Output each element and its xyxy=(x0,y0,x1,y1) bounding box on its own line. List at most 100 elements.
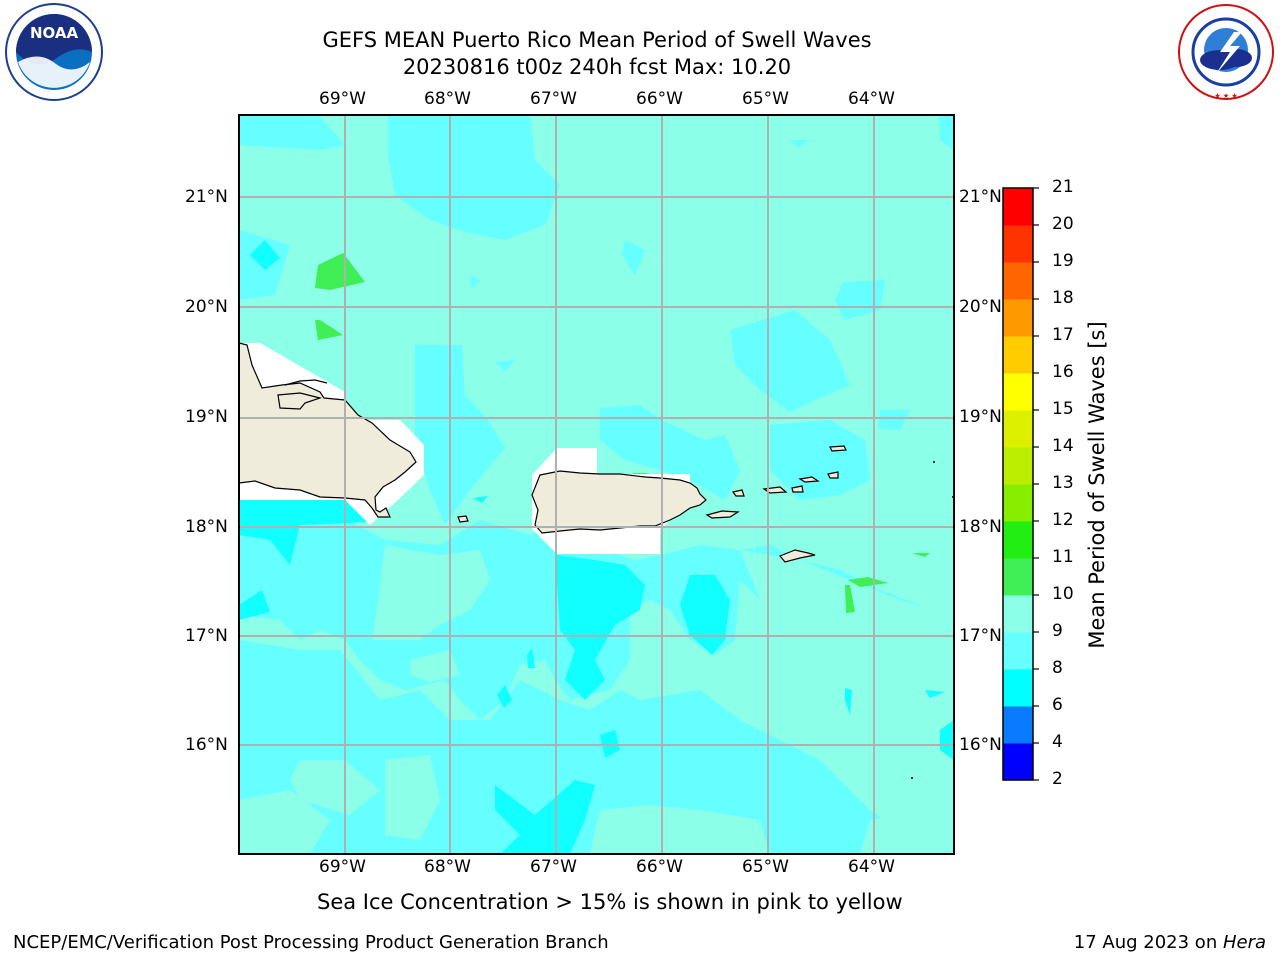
swell-zone-8-9s xyxy=(770,420,870,500)
hispaniola-coast-detail xyxy=(277,392,323,410)
colorbar-tick-label: 13 xyxy=(1052,473,1074,493)
lat-label-right: 20°N xyxy=(959,297,1002,317)
small-island xyxy=(457,515,469,523)
colorbar-tick-marks xyxy=(1033,187,1039,781)
swell-zone-9-10s xyxy=(410,650,460,682)
swell-zone-9-10s xyxy=(372,545,490,640)
lon-label-bottom: 64°W xyxy=(848,857,895,877)
lat-label-left: 17°N xyxy=(185,626,228,646)
lon-label-top: 66°W xyxy=(636,89,683,109)
lon-label-bottom: 69°W xyxy=(319,857,366,877)
lat-label-right: 19°N xyxy=(959,407,1002,427)
colorbar-swatches xyxy=(1003,188,1033,781)
noaa-logo: NOAA xyxy=(5,3,103,101)
colorbar-swatch xyxy=(1003,706,1033,744)
virgin-island xyxy=(798,476,820,483)
lat-label-right: 17°N xyxy=(959,626,1002,646)
lat-label-left: 19°N xyxy=(185,407,228,427)
swell-zone-9-10s xyxy=(290,760,380,815)
colorbar-swatch xyxy=(1003,595,1033,633)
swell-zone-8-9s xyxy=(878,410,910,430)
colorbar-swatch xyxy=(1003,410,1033,448)
swell-zone-10-11s xyxy=(912,553,930,557)
lon-label-top: 68°W xyxy=(424,89,471,109)
swell-zone-6-8s xyxy=(527,648,535,668)
swell-zone-6-8s xyxy=(473,496,488,503)
colorbar-swatch xyxy=(1003,373,1033,411)
hispaniola-land xyxy=(239,342,417,518)
nws-logo: ★ ★ ★ xyxy=(1178,4,1274,100)
colorbar-title: Mean Period of Swell Waves [s] xyxy=(1085,321,1109,649)
hispaniola-coast-detail xyxy=(284,379,328,386)
sea-ice-note: Sea Ice Concentration > 15% is shown in … xyxy=(317,890,903,914)
colorbar-tick-label: 6 xyxy=(1052,695,1063,715)
generation-date-text: 17 Aug 2023 on xyxy=(1073,932,1223,953)
swell-zone-6-8s xyxy=(250,240,280,270)
colorbar-swatch xyxy=(1003,188,1033,226)
swell-zone-9-10s xyxy=(740,550,954,800)
small-island-dot xyxy=(911,777,913,779)
swell-zone-8-9s xyxy=(415,345,505,525)
lon-label-bottom: 67°W xyxy=(530,857,577,877)
swell-zone-9-10s xyxy=(590,805,770,854)
colorbar-swatch xyxy=(1003,299,1033,337)
swell-zone-6-8s xyxy=(925,690,945,698)
colorbar-tick-label: 9 xyxy=(1052,621,1063,641)
map-frame xyxy=(238,114,955,855)
swell-zone-6-8s xyxy=(239,500,370,565)
colorbar-tick-label: 2 xyxy=(1052,769,1063,789)
swell-zone-8-9s xyxy=(790,140,808,148)
lon-label-bottom: 65°W xyxy=(742,857,789,877)
swell-zone-10-11s xyxy=(848,577,888,587)
swell-zone-8-9s xyxy=(470,275,480,290)
colorbar-tick-label: 20 xyxy=(1052,214,1074,234)
colorbar-tick-label: 21 xyxy=(1052,177,1074,197)
colorbar-swatch xyxy=(1003,225,1033,263)
generation-machine: Hera xyxy=(1222,932,1266,953)
colorbar-tick-label: 11 xyxy=(1052,547,1074,567)
small-island-dot xyxy=(933,461,935,463)
swell-zone-10-11s xyxy=(315,320,343,340)
swell-zone-8-9s xyxy=(835,280,885,320)
swell-zone-9-10s xyxy=(860,805,954,854)
colorbar-tick-label: 19 xyxy=(1052,251,1074,271)
colorbar-swatch xyxy=(1003,632,1033,670)
virgin-island xyxy=(791,485,804,493)
swell-zone-6-8s xyxy=(845,688,852,715)
lon-label-bottom: 68°W xyxy=(424,857,471,877)
colorbar-swatch xyxy=(1003,558,1033,596)
colorbar-swatch xyxy=(1003,743,1033,781)
svg-text:★ ★ ★: ★ ★ ★ xyxy=(1214,92,1237,100)
swell-zone-8-9s xyxy=(622,240,645,275)
swell-zone-10-11s xyxy=(845,585,855,613)
swell-zone-8-9s xyxy=(388,115,560,240)
swell-zone-6-8s xyxy=(497,685,512,708)
lon-label-top: 69°W xyxy=(319,89,366,109)
swell-zone-10-11s xyxy=(315,253,365,290)
producer-credit: NCEP/EMC/Verification Post Processing Pr… xyxy=(13,932,609,953)
colorbar-tick-label: 4 xyxy=(1052,732,1063,752)
generation-date: 17 Aug 2023 on Hera xyxy=(1074,932,1266,953)
colorbar-tick-label: 17 xyxy=(1052,325,1074,345)
colorbar-tick-label: 16 xyxy=(1052,362,1074,382)
graticule xyxy=(239,115,954,854)
swell-zone-6-8s xyxy=(940,720,954,760)
noaa-logo-text: NOAA xyxy=(30,24,79,42)
colorbar-swatch xyxy=(1003,262,1033,300)
lat-label-left: 16°N xyxy=(185,735,228,755)
lat-label-right: 16°N xyxy=(959,735,1002,755)
swell-zone-8-9s xyxy=(495,360,515,372)
lat-label-right: 18°N xyxy=(959,517,1002,537)
st-croix-island xyxy=(779,549,816,563)
chart-title: GEFS MEAN Puerto Rico Mean Period of Swe… xyxy=(322,28,872,52)
colorbar-swatch xyxy=(1003,521,1033,559)
swell-zone-6-8s xyxy=(495,780,595,854)
virgin-island xyxy=(731,489,745,497)
colorbar-tick-label: 8 xyxy=(1052,658,1063,678)
colorbar-tick-label: 18 xyxy=(1052,288,1074,308)
vieques-island xyxy=(705,510,740,519)
anegada-island xyxy=(829,445,847,452)
swell-zone-6-8s xyxy=(555,555,645,700)
lat-label-left: 20°N xyxy=(185,297,228,317)
